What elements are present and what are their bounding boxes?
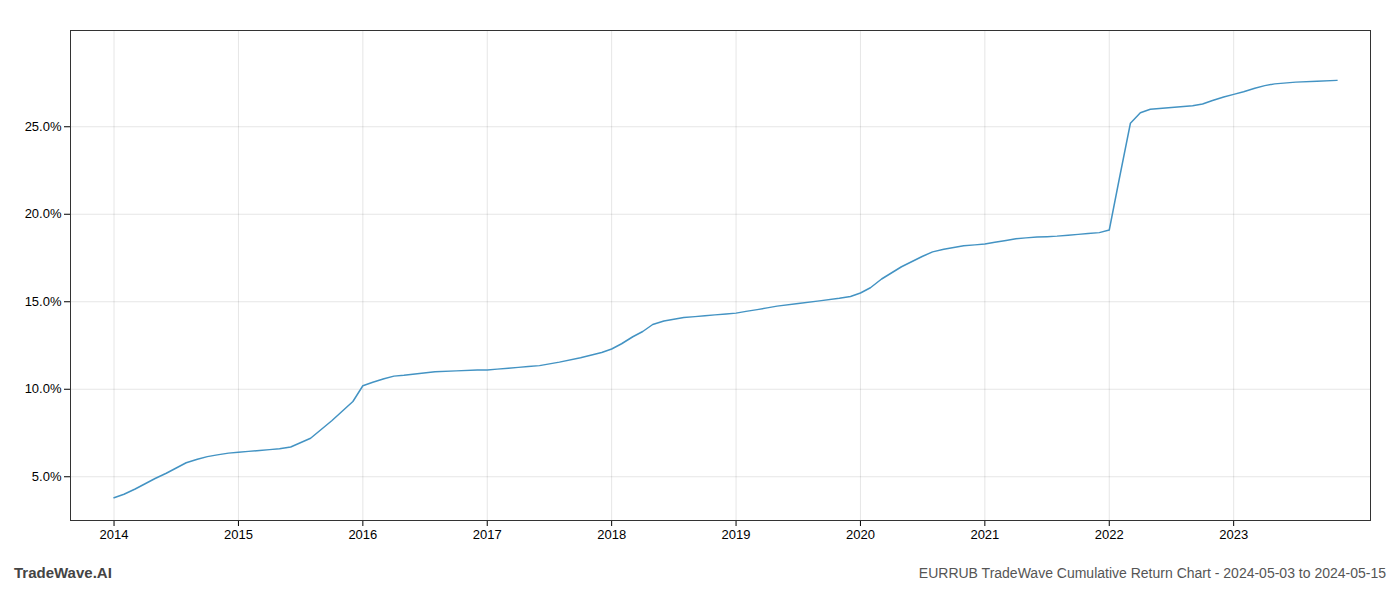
svg-text:2018: 2018 (597, 527, 626, 542)
svg-text:2021: 2021 (970, 527, 999, 542)
svg-text:2014: 2014 (100, 527, 129, 542)
svg-text:5.0%: 5.0% (32, 469, 62, 484)
svg-text:20.0%: 20.0% (25, 206, 62, 221)
svg-text:2023: 2023 (1219, 527, 1248, 542)
svg-text:2020: 2020 (846, 527, 875, 542)
svg-text:2015: 2015 (224, 527, 253, 542)
svg-text:25.0%: 25.0% (25, 119, 62, 134)
svg-text:2019: 2019 (722, 527, 751, 542)
svg-text:10.0%: 10.0% (25, 381, 62, 396)
svg-text:2016: 2016 (348, 527, 377, 542)
svg-text:2017: 2017 (473, 527, 502, 542)
html-text:EURRUB TradeWave Cumulative Re: EURRUB TradeWave Cumulative Return Chart… (918, 565, 1386, 581)
svg-text:2022: 2022 (1095, 527, 1124, 542)
svg-text:15.0%: 15.0% (25, 294, 62, 309)
html-text:TradeWave.AI: TradeWave.AI (14, 564, 112, 581)
